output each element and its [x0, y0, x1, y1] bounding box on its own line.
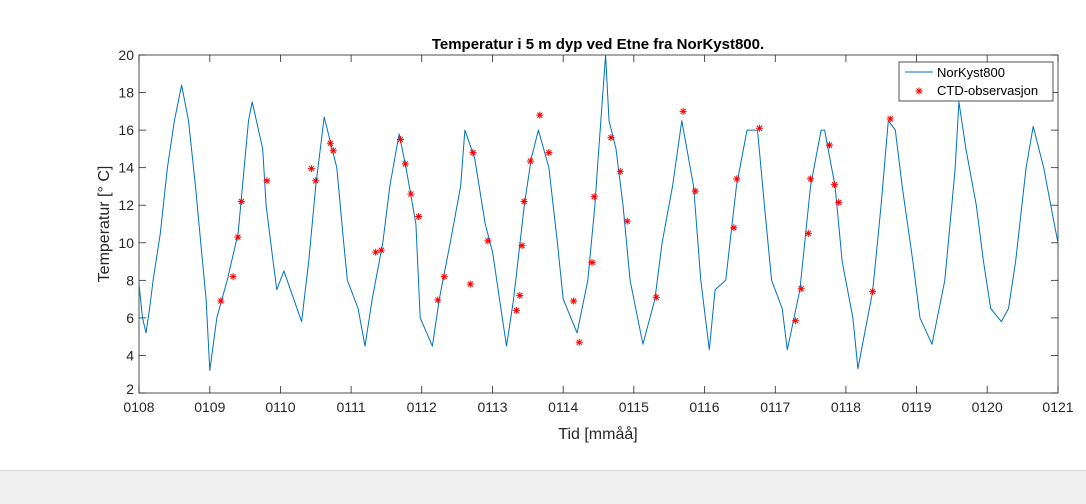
x-tick-label: 0121 — [1042, 399, 1073, 415]
ctd-observation-marker — [234, 233, 242, 241]
y-tick-label: 20 — [118, 47, 134, 63]
ctd-observation-marker — [263, 177, 271, 185]
ctd-observation-marker — [520, 197, 528, 205]
chart: Temperatur i 5 m dyp ved Etne fra NorKys… — [96, 36, 1074, 443]
ctd-observation-marker — [469, 149, 477, 157]
legend: NorKyst800 CTD-observasjon — [898, 61, 1054, 102]
legend-label-ctd: CTD-observasjon — [937, 83, 1038, 98]
ctd-observation-marker — [545, 149, 553, 157]
ctd-observation-marker — [377, 246, 385, 254]
ctd-observation-marker — [792, 317, 800, 325]
ctd-observation-marker — [512, 306, 520, 314]
ctd-observation-marker — [329, 147, 337, 155]
ctd-observation-marker — [326, 139, 334, 147]
ctd-observation-marker — [679, 107, 687, 115]
x-tick-label: 0119 — [901, 399, 931, 415]
ctd-observation-marker — [755, 124, 763, 132]
ctd-observation-marker — [516, 291, 524, 299]
ctd-observation-marker — [484, 237, 492, 245]
ctd-observation-marker — [396, 136, 404, 143]
ctd-observation-marker — [415, 212, 423, 220]
ctd-observation-marker — [372, 248, 380, 256]
ctd-observation-marker — [312, 177, 320, 185]
ctd-observation-marker — [830, 181, 838, 189]
figure-bottom-bar — [0, 470, 1086, 504]
x-tick-label: 0114 — [548, 399, 578, 415]
y-tick-label: 18 — [118, 85, 134, 101]
axes-box — [138, 54, 1059, 394]
x-tick-label: 0117 — [760, 399, 790, 415]
ctd-observation-marker — [575, 338, 583, 346]
y-tick-label: 14 — [118, 160, 134, 176]
ctd-observation-marker — [307, 165, 315, 173]
y-tick-label: 16 — [118, 122, 134, 138]
ctd-observation-marker — [730, 224, 738, 232]
ctd-observation-marker — [825, 141, 833, 149]
x-tick-label: 0108 — [123, 399, 154, 415]
ctd-observation-marker — [835, 198, 843, 206]
y-tick-label: 4 — [126, 347, 134, 363]
x-tick-label: 0109 — [194, 399, 225, 415]
ctd-observation-marker — [623, 217, 631, 225]
ctd-observation-marker — [797, 285, 805, 293]
ctd-observation-marker — [733, 175, 741, 183]
ctd-observation-marker — [536, 111, 544, 119]
ctd-observation-marker — [570, 297, 578, 305]
ctd-observation-marker — [434, 296, 442, 304]
x-tick-label: 0116 — [689, 399, 719, 415]
x-axis-label: Tid [mmåå] — [558, 425, 637, 443]
ctd-observation-marker — [616, 167, 624, 175]
chart-title: Temperatur i 5 m dyp ved Etne fra NorKys… — [432, 36, 764, 53]
y-tick-label: 6 — [126, 310, 134, 326]
ctd-observation-marker — [588, 258, 596, 266]
x-tick-label: 0113 — [477, 399, 507, 415]
ctd-observation-marker — [229, 273, 237, 281]
ctd-observation-marker — [590, 193, 598, 201]
ctd-observation-marker — [691, 187, 699, 195]
y-tick-label: 2 — [126, 381, 134, 397]
y-axis-label: Temperatur [° C] — [96, 166, 113, 283]
legend-marker-ctd — [915, 87, 923, 95]
series-line-norkyst800 — [138, 54, 1059, 371]
plot-area: 0108 0109 0110 0111 0112 0113 0114 0115 0116 0117… — [118, 47, 1073, 415]
y-tick-label: 8 — [126, 272, 134, 288]
ctd-observation-marker — [869, 288, 877, 296]
ctd-observation-marker — [217, 297, 225, 305]
ctd-observation-marker — [886, 115, 894, 123]
ctd-observation-marker — [237, 197, 245, 205]
ctd-observation-marker — [804, 229, 812, 237]
ctd-observation-marker — [518, 242, 526, 250]
x-tick-label: 0115 — [619, 399, 649, 415]
x-tick-label: 0118 — [831, 399, 861, 415]
x-tick-label: 0120 — [972, 399, 1003, 415]
ctd-observation-marker — [526, 157, 534, 165]
x-tick-label: 0110 — [265, 399, 295, 415]
ctd-observation-marker — [652, 293, 660, 301]
ctd-observation-marker — [401, 160, 409, 168]
ctd-observation-marker — [466, 280, 474, 288]
y-tick-label: 12 — [118, 197, 134, 213]
x-tick-label: 0112 — [407, 399, 437, 415]
ctd-observation-marker — [607, 134, 615, 142]
ctd-observation-marker — [407, 190, 415, 198]
x-tick-label: 0111 — [337, 399, 366, 415]
ctd-observation-marker — [440, 273, 448, 281]
ctd-observation-marker — [806, 175, 814, 183]
y-tick-label: 10 — [118, 235, 134, 251]
legend-label-norkyst800: NorKyst800 — [937, 65, 1005, 80]
